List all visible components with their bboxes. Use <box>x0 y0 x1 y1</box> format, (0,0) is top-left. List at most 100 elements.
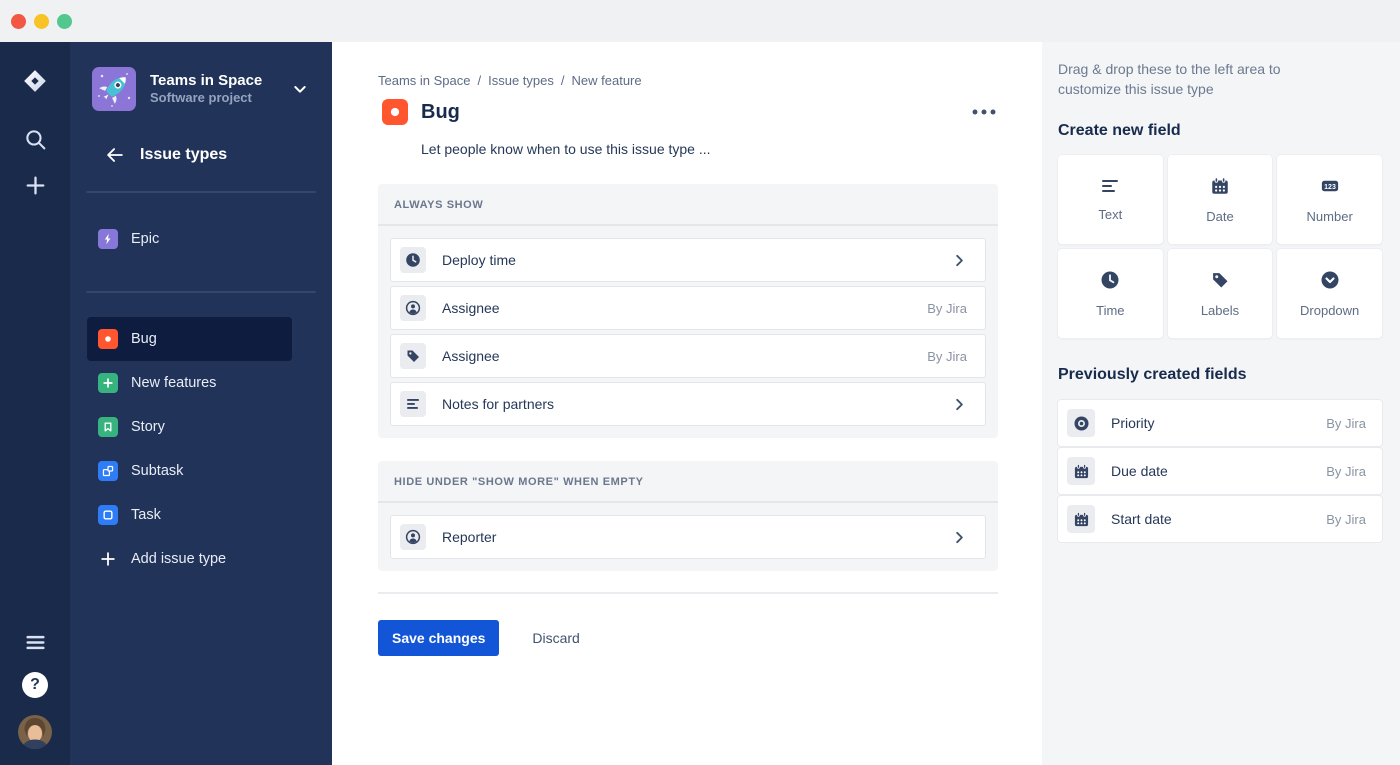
field-row-assignee[interactable]: Assignee By Jira <box>390 286 986 330</box>
bug-type-icon <box>382 99 408 125</box>
tile-label: Time <box>1096 302 1125 318</box>
sidebar-item-story[interactable]: Story <box>87 405 292 449</box>
epic-icon <box>98 229 118 249</box>
field-provider: By Jira <box>1326 463 1366 479</box>
previously-created-heading: Previously created fields <box>1058 366 1247 383</box>
field-row-assignee-label[interactable]: Assignee By Jira <box>390 334 986 378</box>
field-row-deploy-time[interactable]: Deploy time <box>390 238 986 282</box>
dropdown-circle-icon <box>1320 270 1340 290</box>
more-actions-icon[interactable] <box>970 105 998 119</box>
user-avatar[interactable] <box>18 715 52 749</box>
project-type: Software project <box>150 90 252 105</box>
main-content: Teams in Space / Issue types / New feature B… <box>332 42 1042 765</box>
sidebar-item-epic[interactable]: Epic <box>70 217 332 261</box>
breadcrumb-separator: / <box>477 73 482 88</box>
issue-type-description-field[interactable]: Let people know when to use this issue t… <box>421 141 711 157</box>
sidebar-divider <box>86 191 316 193</box>
sidebar: Teams in Space Software project Issue ty… <box>70 42 332 765</box>
priority-icon <box>1067 409 1095 437</box>
search-icon[interactable] <box>22 126 48 152</box>
svg-text:123: 123 <box>1324 184 1336 191</box>
drag-drop-hint: Drag & drop these to the left area to cu… <box>1058 61 1281 97</box>
tile-label: Text <box>1098 206 1123 222</box>
subtask-icon <box>98 461 118 481</box>
field-provider: By Jira <box>1326 511 1366 527</box>
field-row-notes-for-partners[interactable]: Notes for partners <box>390 382 986 426</box>
tile-time[interactable]: Time <box>1058 249 1163 338</box>
breadcrumb-issue-types-link[interactable]: Issue types <box>488 73 554 88</box>
field-provider: By Jira <box>927 300 967 316</box>
previous-field-priority[interactable]: Priority By Jira <box>1058 400 1382 446</box>
new-feature-icon <box>98 373 118 393</box>
close-window-button[interactable] <box>11 13 26 29</box>
tile-labels[interactable]: Labels <box>1167 249 1273 338</box>
tile-dropdown[interactable]: Dropdown <box>1277 249 1382 338</box>
chevron-down-icon[interactable] <box>292 81 308 97</box>
chevron-right-icon[interactable] <box>952 253 967 268</box>
chevron-right-icon[interactable] <box>952 530 967 545</box>
field-label: Reporter <box>442 529 497 545</box>
clock-icon <box>1100 270 1120 290</box>
jira-logo-icon[interactable] <box>22 68 48 94</box>
plus-icon <box>98 549 118 569</box>
create-plus-icon[interactable] <box>22 172 48 198</box>
tile-label: Number <box>1306 208 1353 224</box>
field-label: Due date <box>1111 463 1168 479</box>
breadcrumb: Teams in Space / Issue types / New feature <box>378 73 998 88</box>
breadcrumb-current[interactable]: New feature <box>571 73 642 88</box>
sidebar-item-task[interactable]: Task <box>87 493 292 537</box>
minimize-window-button[interactable] <box>34 13 49 29</box>
calendar-icon <box>1210 176 1230 196</box>
number-123-icon: 123 <box>1320 176 1340 196</box>
field-label: Deploy time <box>442 252 516 268</box>
chevron-right-icon[interactable] <box>952 397 967 412</box>
nav-rail: ? <box>0 42 70 765</box>
sidebar-item-new-features[interactable]: New features <box>87 361 292 405</box>
sidebar-item-label: Epic <box>131 231 160 247</box>
sidebar-item-subtask[interactable]: Subtask <box>87 449 292 493</box>
sidebar-item-bug[interactable]: Bug <box>87 317 292 361</box>
discard-button[interactable]: Discard <box>526 629 585 647</box>
back-arrow-icon[interactable] <box>104 144 126 166</box>
person-icon <box>400 295 426 321</box>
add-issue-type-button[interactable]: Add issue type <box>87 537 292 581</box>
sidebar-section-title: Issue types <box>140 146 228 163</box>
person-icon <box>400 524 426 550</box>
calendar-icon <box>1067 505 1095 533</box>
section-header: HIDE UNDER "SHOW MORE" WHEN EMPTY <box>378 461 998 503</box>
new-field-tiles: Text Date 123 Number <box>1058 155 1382 338</box>
help-icon[interactable]: ? <box>22 672 48 698</box>
sidebar-item-label: Add issue type <box>131 551 227 567</box>
task-icon <box>98 505 118 525</box>
previous-field-start-date[interactable]: Start date By Jira <box>1058 496 1382 542</box>
save-changes-button[interactable]: Save changes <box>378 620 500 656</box>
bug-icon <box>98 329 118 349</box>
field-provider: By Jira <box>927 348 967 364</box>
menu-hamburger-icon[interactable] <box>22 629 48 655</box>
field-label: Assignee <box>442 348 500 364</box>
tile-label: Date <box>1206 208 1234 224</box>
page-title[interactable]: Bug <box>421 100 460 123</box>
show-more-section: HIDE UNDER "SHOW MORE" WHEN EMPTY Report… <box>378 461 998 571</box>
previous-fields-list: Priority By Jira Due date By Jira Start … <box>1058 400 1382 542</box>
sidebar-item-label: Subtask <box>131 463 184 479</box>
tile-label: Labels <box>1200 302 1240 318</box>
field-row-reporter[interactable]: Reporter <box>390 515 986 559</box>
tile-text[interactable]: Text <box>1058 155 1163 244</box>
sidebar-item-label: New features <box>131 375 217 391</box>
sidebar-item-label: Story <box>131 419 165 435</box>
field-palette-panel: Drag & drop these to the left area to cu… <box>1042 42 1400 765</box>
project-switcher[interactable]: Teams in Space Software project <box>92 67 316 111</box>
breadcrumb-project-link[interactable]: Teams in Space <box>378 73 471 88</box>
window-titlebar <box>0 0 1400 42</box>
sidebar-item-label: Task <box>131 507 161 523</box>
field-label: Start date <box>1111 511 1172 527</box>
previous-field-due-date[interactable]: Due date By Jira <box>1058 448 1382 494</box>
tile-label: Dropdown <box>1300 302 1360 318</box>
tile-date[interactable]: Date <box>1167 155 1273 244</box>
tile-number[interactable]: 123 Number <box>1277 155 1382 244</box>
content-divider <box>378 592 998 594</box>
zoom-window-button[interactable] <box>57 13 72 29</box>
calendar-icon <box>1067 457 1095 485</box>
